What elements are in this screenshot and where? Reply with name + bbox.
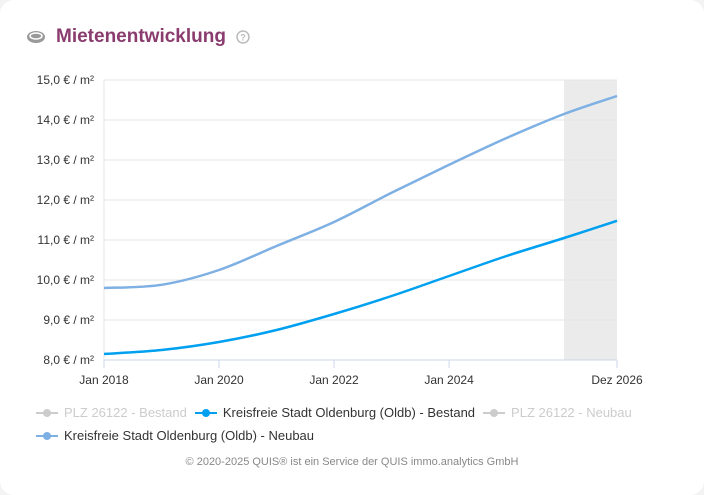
svg-text:?: ? <box>240 33 246 43</box>
y-tick-label: 15,0 € / m² <box>37 73 94 87</box>
chart-legend: PLZ 26122 - Bestand Kreisfreie Stadt Olde… <box>36 402 676 448</box>
y-tick-label: 9,0 € / m² <box>43 313 94 327</box>
question-circle-icon[interactable]: ? <box>236 30 250 44</box>
y-tick-label: 12,0 € / m² <box>37 193 94 207</box>
y-tick-label: 11,0 € / m² <box>38 233 94 247</box>
legend-marker-icon <box>36 409 58 417</box>
x-tick-label: Jan 2024 <box>424 373 474 387</box>
forecast-band <box>564 80 617 360</box>
legend-label: PLZ 26122 - Neubau <box>511 405 632 420</box>
legend-marker-icon <box>483 409 506 417</box>
legend-item[interactable]: Kreisfreie Stadt Oldenburg (Oldb) - Best… <box>194 402 476 424</box>
copyright-footer: © 2020-2025 QUIS® ist ein Service der QU… <box>185 456 519 468</box>
legend-item[interactable]: Kreisfreie Stadt Oldenburg (Oldb) - Neub… <box>36 425 314 447</box>
legend-item[interactable]: PLZ 26122 - Bestand <box>36 402 187 424</box>
coins-icon <box>27 31 45 43</box>
card-title: Mietenentwicklung <box>56 26 226 47</box>
x-tick-label: Dez 2026 <box>591 373 643 387</box>
x-tick-label: Jan 2020 <box>194 373 244 387</box>
y-tick-label: 10,0 € / m² <box>37 273 94 287</box>
legend-label: PLZ 26122 - Bestand <box>64 405 187 420</box>
y-tick-label: 13,0 € / m² <box>37 153 94 167</box>
x-tick-label: Jan 2022 <box>309 373 359 387</box>
series-line-1 <box>103 219 618 356</box>
line-chart: 8,0 € / m² 9,0 € / m² 10,0 € / m² 11,0 € / … <box>37 73 643 387</box>
y-tick-label: 14,0 € / m² <box>37 113 94 127</box>
legend-item[interactable]: PLZ 26122 - Neubau <box>483 402 632 424</box>
y-tick-label: 8,0 € / m² <box>43 353 94 367</box>
x-tick-label: Jan 2018 <box>79 373 129 387</box>
legend-marker-icon <box>194 409 217 417</box>
legend-label: Kreisfreie Stadt Oldenburg (Oldb) - Neub… <box>64 428 315 443</box>
card-header: Mietenentwicklung ? <box>26 26 250 48</box>
legend-marker-icon <box>36 432 58 440</box>
series-line-3 <box>103 94 618 290</box>
legend-label: Kreisfreie Stadt Oldenburg (Oldb) - Best… <box>222 405 476 420</box>
